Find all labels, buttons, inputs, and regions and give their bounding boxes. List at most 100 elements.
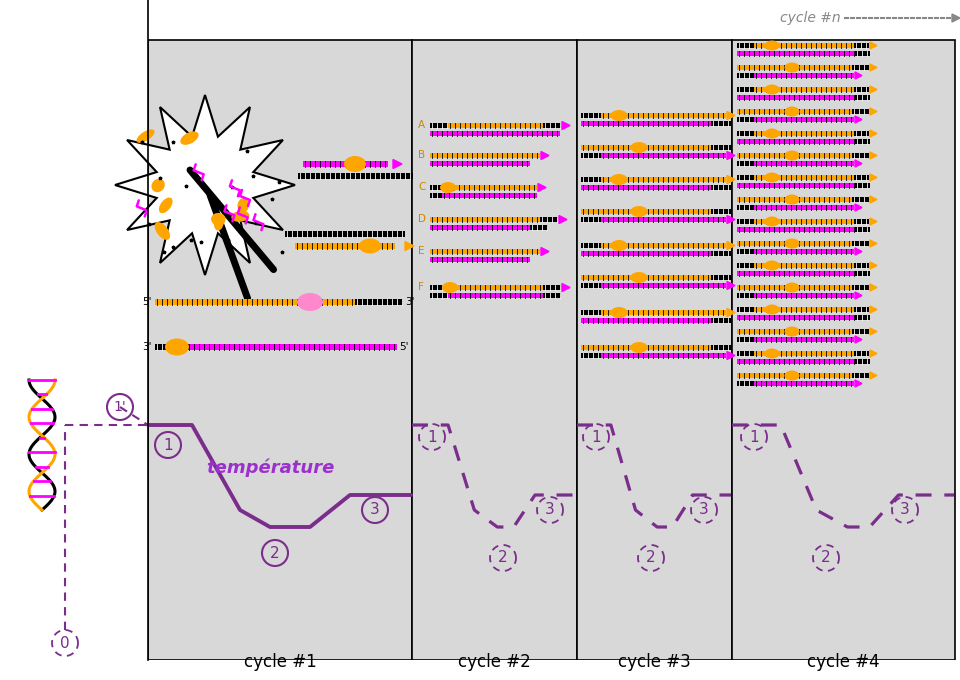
Bar <box>430 225 530 230</box>
Bar <box>854 219 869 224</box>
Bar <box>581 145 711 150</box>
Bar <box>737 73 754 78</box>
Bar <box>430 257 530 262</box>
Bar <box>581 310 601 315</box>
Bar <box>852 285 869 290</box>
Bar <box>577 40 732 660</box>
Ellipse shape <box>784 371 800 381</box>
Bar <box>754 117 854 122</box>
Polygon shape <box>855 72 862 79</box>
Bar <box>543 293 561 298</box>
Polygon shape <box>727 309 735 316</box>
Bar <box>737 271 855 276</box>
Bar <box>711 345 731 350</box>
Bar <box>737 95 855 100</box>
Ellipse shape <box>237 198 249 213</box>
Bar <box>711 251 731 256</box>
Ellipse shape <box>784 107 800 116</box>
Bar <box>852 241 869 246</box>
Bar <box>430 123 448 128</box>
Bar <box>855 183 870 188</box>
Ellipse shape <box>136 129 155 143</box>
Bar <box>737 109 852 114</box>
Bar <box>581 217 601 222</box>
Bar <box>448 123 543 128</box>
Bar <box>0 660 960 680</box>
Bar <box>737 205 754 210</box>
Bar <box>737 161 754 166</box>
Polygon shape <box>870 86 877 93</box>
Polygon shape <box>952 14 960 22</box>
Bar <box>430 217 540 222</box>
Bar <box>430 285 448 290</box>
Text: F: F <box>418 282 424 292</box>
Ellipse shape <box>214 214 224 231</box>
Ellipse shape <box>764 173 780 182</box>
Ellipse shape <box>611 110 628 121</box>
Bar <box>754 249 854 254</box>
Ellipse shape <box>784 282 800 292</box>
Text: température: température <box>205 459 334 477</box>
Bar <box>852 373 869 378</box>
Bar <box>601 353 726 358</box>
Bar <box>737 337 754 342</box>
Bar <box>737 329 852 334</box>
Polygon shape <box>870 350 877 357</box>
Bar <box>601 217 726 222</box>
Ellipse shape <box>764 84 780 95</box>
Polygon shape <box>870 240 877 247</box>
Bar <box>448 285 543 290</box>
Bar <box>737 131 754 136</box>
Bar <box>737 175 754 180</box>
Ellipse shape <box>165 339 189 356</box>
Bar <box>737 87 754 92</box>
Ellipse shape <box>180 131 199 145</box>
Bar <box>711 121 731 126</box>
Bar <box>601 113 726 118</box>
Bar <box>581 185 711 190</box>
Bar <box>711 318 731 323</box>
Polygon shape <box>541 152 549 160</box>
Bar <box>581 275 711 280</box>
Ellipse shape <box>764 129 780 139</box>
Bar <box>155 344 189 350</box>
Bar <box>754 219 854 224</box>
Ellipse shape <box>764 41 780 50</box>
Polygon shape <box>562 284 570 292</box>
Bar <box>601 177 726 182</box>
Text: 1': 1' <box>113 400 127 414</box>
Bar <box>601 283 726 288</box>
Ellipse shape <box>152 179 165 192</box>
Bar <box>711 185 731 190</box>
Bar <box>737 65 852 70</box>
Bar <box>737 139 855 144</box>
Bar <box>430 161 530 166</box>
Polygon shape <box>855 160 862 167</box>
Bar <box>854 87 869 92</box>
Bar <box>737 381 754 386</box>
Bar <box>581 283 601 288</box>
Bar <box>852 197 869 202</box>
Ellipse shape <box>784 239 800 248</box>
Bar <box>187 344 397 350</box>
Bar <box>855 359 870 364</box>
Polygon shape <box>870 372 877 379</box>
Bar <box>155 299 355 305</box>
Bar <box>754 263 854 268</box>
Bar <box>737 315 855 320</box>
Bar <box>530 225 548 230</box>
Polygon shape <box>727 282 735 290</box>
Text: 3: 3 <box>699 503 708 517</box>
Bar <box>854 175 869 180</box>
Text: 3: 3 <box>371 503 380 517</box>
Bar <box>581 121 711 126</box>
Text: E: E <box>418 247 424 256</box>
Bar <box>737 285 852 290</box>
Polygon shape <box>727 112 735 120</box>
Text: A: A <box>418 120 425 131</box>
Polygon shape <box>870 284 877 291</box>
Polygon shape <box>727 152 735 160</box>
Ellipse shape <box>440 182 456 193</box>
Bar <box>754 131 854 136</box>
Bar <box>540 217 558 222</box>
